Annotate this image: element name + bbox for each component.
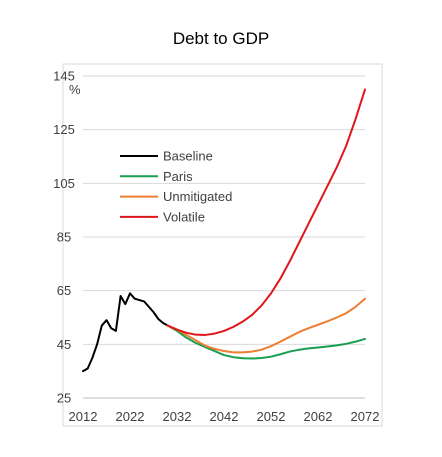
series-lines	[82, 88, 366, 373]
y-tick-label: 145	[53, 69, 75, 84]
x-tick-label: 2062	[304, 409, 333, 424]
legend-label: Volatile	[163, 209, 205, 224]
x-tick-label: 2072	[351, 409, 380, 424]
x-tick-label: 2032	[163, 409, 192, 424]
chart-title: Debt to GDP	[172, 29, 270, 48]
series-line-paris	[166, 324, 366, 360]
y-tick-label: 25	[57, 391, 71, 406]
y-tick-label: 125	[53, 122, 75, 137]
y-tick-label: 65	[57, 283, 71, 298]
legend-label: Unmitigated	[163, 189, 232, 204]
legend-label: Paris	[163, 169, 193, 184]
x-tick-label: 2042	[210, 409, 239, 424]
plot-frame	[62, 63, 383, 427]
legend: Baseline Paris Unmitigated Volatile	[120, 149, 232, 224]
y-tick-label: 105	[53, 176, 75, 191]
x-tick-label: 2012	[69, 409, 98, 424]
x-tick-label: 2052	[257, 409, 286, 424]
gridlines	[83, 75, 365, 399]
legend-item-baseline: Baseline	[120, 149, 213, 164]
axis-ticks: 25 45 65 85 105 125 145 2012 2022 2032 2042 2052 206…	[53, 69, 379, 425]
legend-item-paris: Paris	[120, 169, 193, 184]
legend-item-volatile: Volatile	[120, 209, 205, 224]
series-line-baseline	[82, 292, 169, 373]
y-tick-label: 85	[57, 230, 71, 245]
series-line-volatile	[166, 88, 366, 336]
x-tick-label: 2022	[116, 409, 145, 424]
series-line-unmitigated	[166, 297, 366, 354]
y-axis-unit-label: %	[69, 82, 81, 97]
legend-label: Baseline	[163, 149, 213, 164]
legend-item-unmitigated: Unmitigated	[120, 189, 232, 204]
y-tick-label: 45	[57, 337, 71, 352]
